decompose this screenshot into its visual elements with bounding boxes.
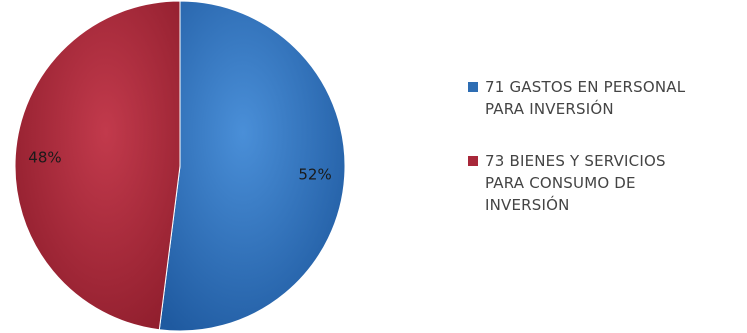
legend: 71 GASTOS EN PERSONAL PARA INVERSIÓN 73 … [468, 76, 738, 246]
pie-chart: 52% 48% [14, 0, 346, 332]
legend-label-bienes-line-3: INVERSIÓN [485, 196, 570, 214]
legend-label-personal: 71 GASTOS EN PERSONAL PARA INVERSIÓN [485, 76, 738, 120]
legend-label-bienes-line-1: 73 BIENES Y SERVICIOS [485, 152, 666, 170]
pie-slice-personal [158, 0, 346, 332]
pie-slice-bienes [14, 0, 181, 331]
pie-labels: 52% 48% [28, 149, 331, 184]
legend-item-bienes: 73 BIENES Y SERVICIOS PARA CONSUMO DE IN… [468, 150, 738, 216]
legend-label-personal-line-2: PARA INVERSIÓN [485, 100, 614, 118]
legend-label-bienes-line-2: PARA CONSUMO DE [485, 174, 636, 192]
legend-swatch-personal [468, 82, 478, 92]
legend-label-bienes: 73 BIENES Y SERVICIOS PARA CONSUMO DE IN… [485, 150, 738, 216]
pie-slices [14, 0, 346, 332]
legend-item-personal: 71 GASTOS EN PERSONAL PARA INVERSIÓN [468, 76, 738, 120]
legend-label-personal-line-1: 71 GASTOS EN PERSONAL [485, 78, 686, 96]
pie-value-label-personal: 52% [298, 165, 331, 183]
legend-swatch-bienes [468, 156, 478, 166]
pie-value-label-bienes: 48% [28, 149, 61, 167]
